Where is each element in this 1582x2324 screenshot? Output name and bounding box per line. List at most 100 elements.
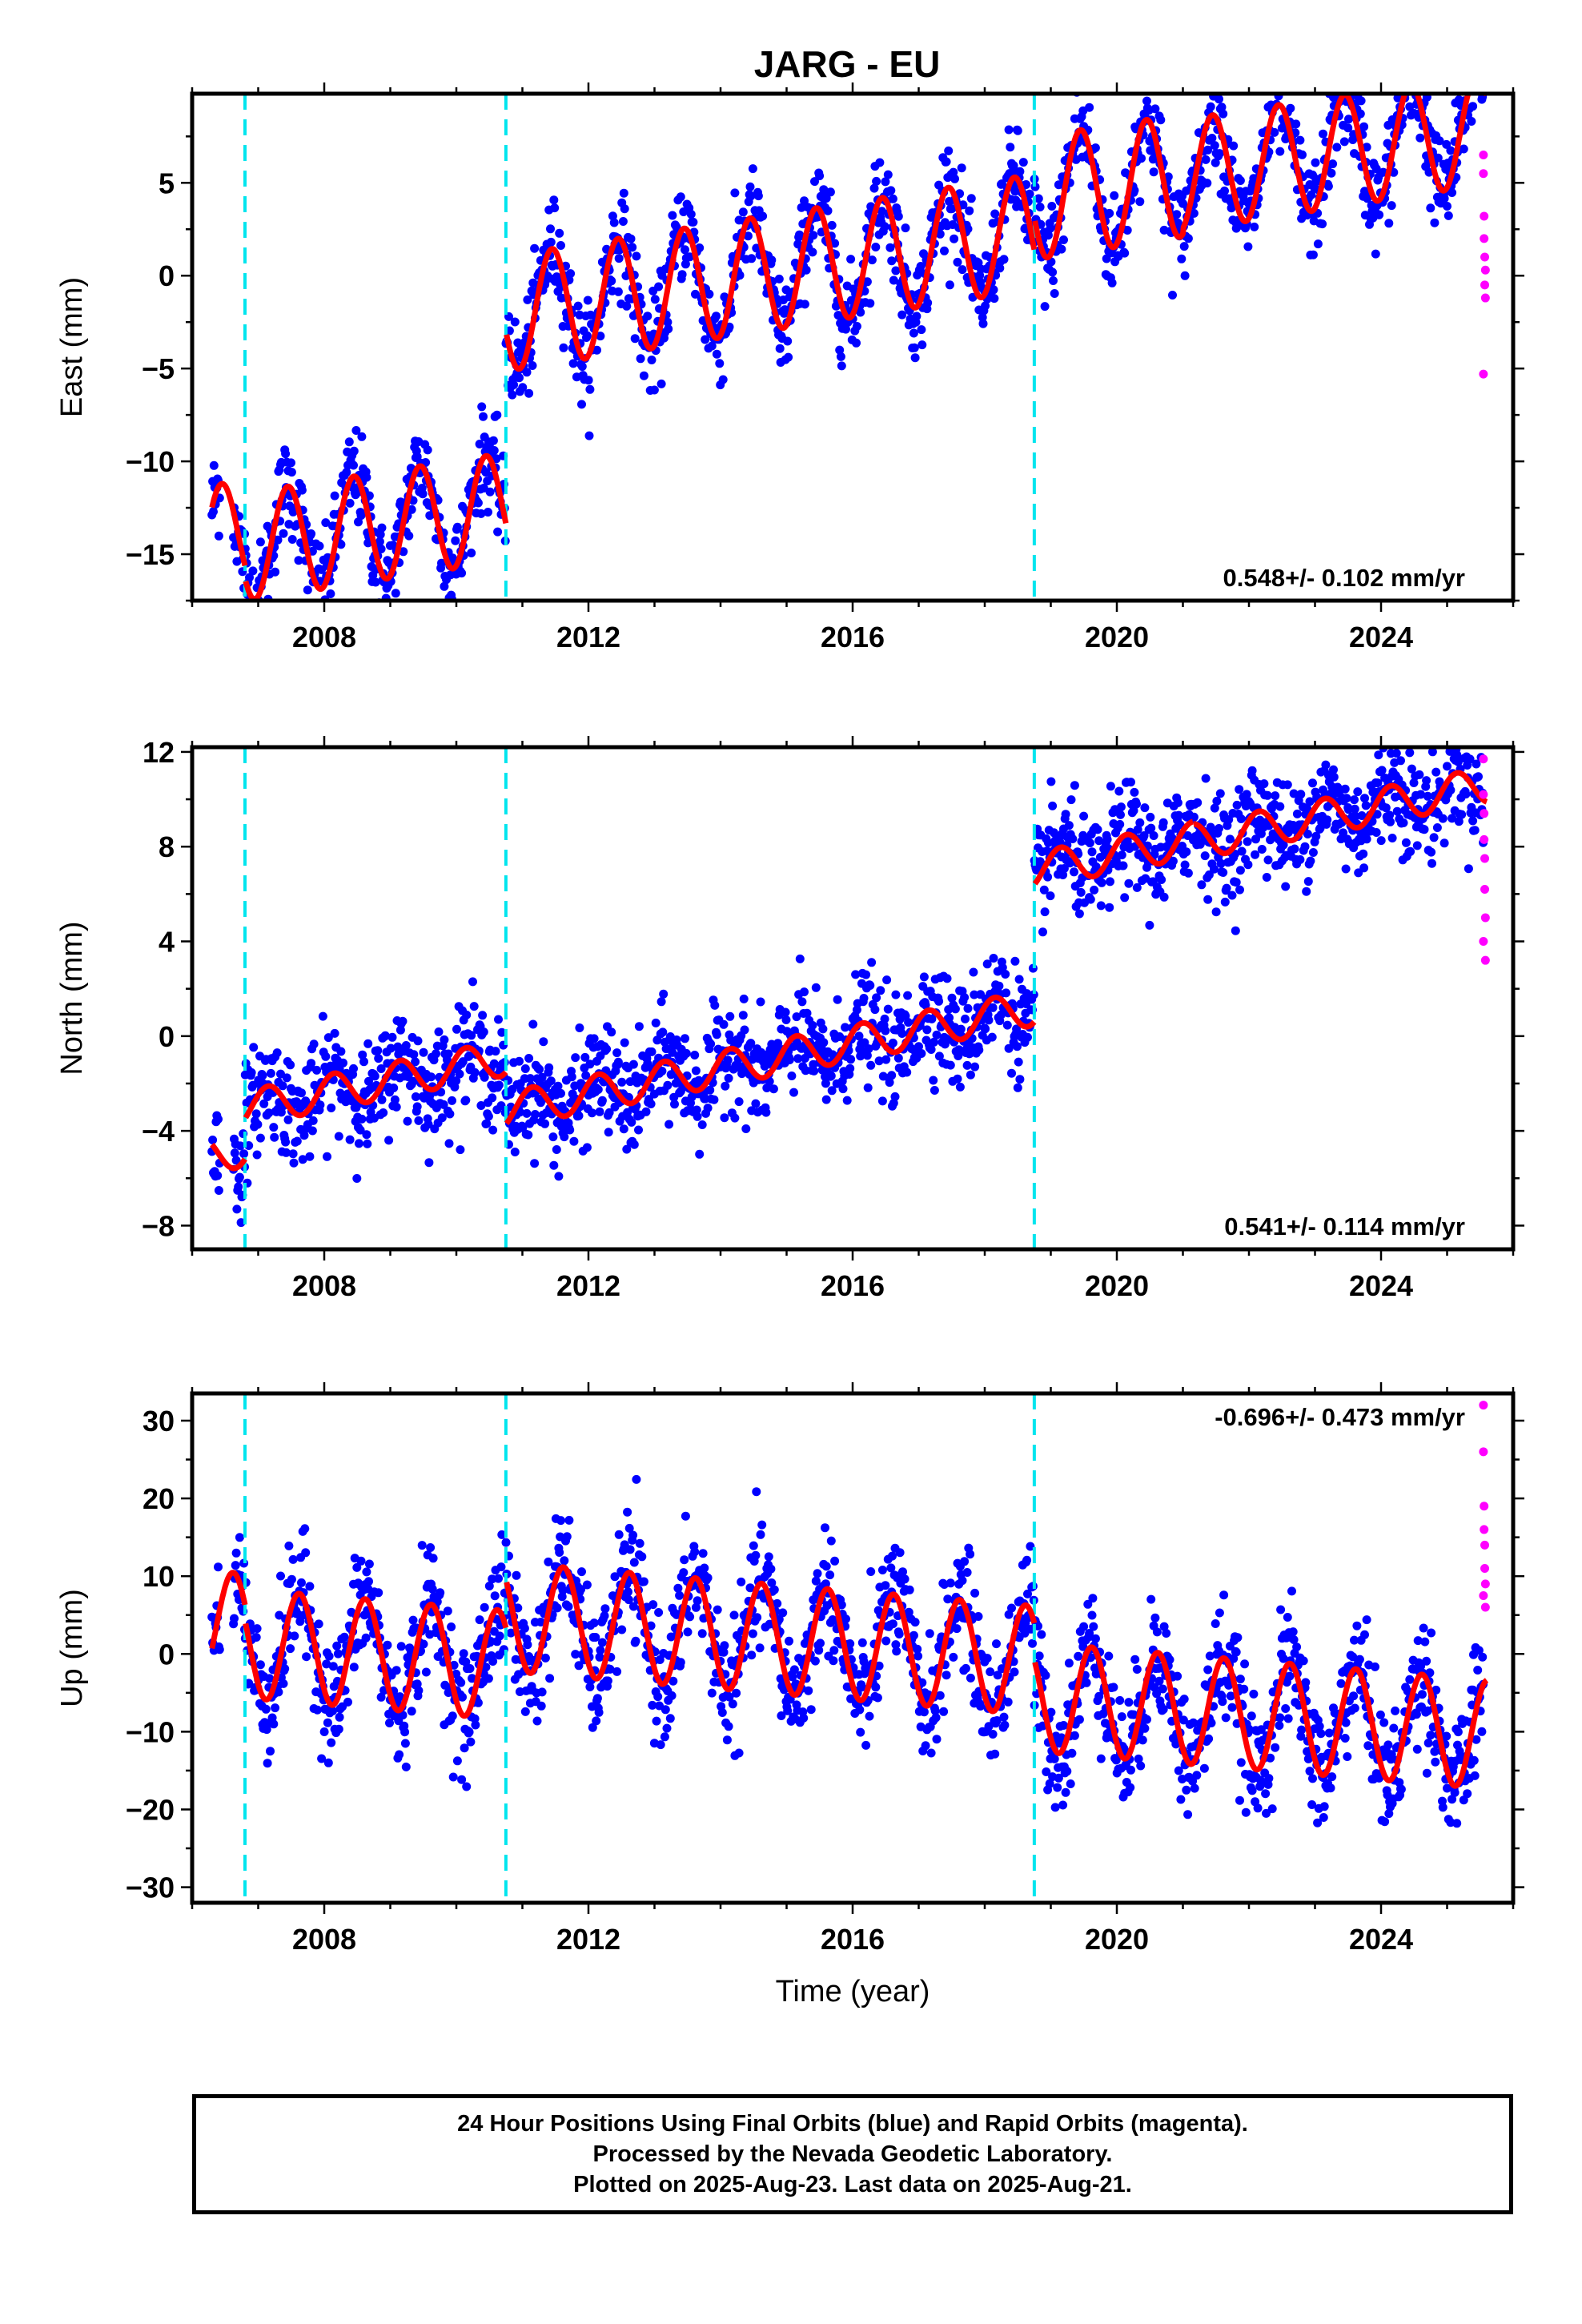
final-orbit-point — [249, 637, 258, 646]
final-orbit-point — [349, 460, 358, 470]
final-orbit-point — [1222, 883, 1231, 893]
final-orbit-point — [327, 1104, 336, 1112]
final-orbit-point — [629, 1140, 639, 1149]
final-orbit-point — [473, 498, 483, 508]
final-orbit-point — [1415, 133, 1425, 143]
final-orbit-point — [741, 1124, 751, 1133]
final-orbit-point — [414, 1116, 424, 1125]
final-orbit-point — [974, 1612, 983, 1621]
final-orbit-point — [1277, 58, 1286, 67]
final-orbit-point — [490, 1591, 500, 1601]
final-orbit-point — [981, 1024, 990, 1034]
final-orbit-point — [1210, 864, 1219, 874]
final-orbit-point — [1070, 867, 1078, 877]
final-orbit-point — [418, 489, 428, 499]
final-orbit-point — [1426, 203, 1435, 213]
final-orbit-point — [484, 508, 492, 517]
final-orbit-point — [988, 1730, 998, 1739]
final-orbit-point — [312, 1065, 322, 1075]
final-orbit-point — [910, 1618, 920, 1627]
final-orbit-point — [1311, 158, 1320, 167]
final-orbit-point — [539, 1037, 548, 1047]
x-tick-label: 2008 — [292, 621, 356, 653]
final-orbit-point — [676, 192, 685, 202]
y-axis-label-east: East (mm) — [55, 277, 89, 417]
final-orbit-point — [239, 1149, 249, 1159]
final-orbit-point — [910, 353, 920, 363]
final-orbit-point — [888, 1619, 897, 1629]
final-orbit-point — [390, 1095, 400, 1104]
final-orbit-point — [1040, 302, 1050, 312]
final-orbit-point — [695, 243, 705, 252]
final-orbit-point — [1462, 82, 1471, 91]
final-orbit-point — [407, 1707, 416, 1716]
final-orbit-point — [468, 977, 477, 987]
final-orbit-point — [881, 1581, 890, 1590]
final-orbit-point — [945, 280, 954, 290]
final-orbit-point — [649, 385, 659, 395]
final-orbit-point — [647, 356, 656, 364]
final-orbit-point — [290, 1631, 299, 1641]
final-orbit-point — [654, 282, 664, 292]
final-orbit-point — [1114, 786, 1124, 796]
final-orbit-point — [690, 1051, 700, 1059]
final-orbit-point — [663, 1080, 673, 1090]
final-orbit-point — [1168, 291, 1177, 300]
final-orbit-point — [266, 1747, 275, 1756]
final-orbit-point — [1197, 880, 1207, 890]
final-orbit-point — [589, 1034, 599, 1043]
final-orbit-point — [518, 383, 528, 392]
final-orbit-point — [577, 1567, 586, 1577]
final-orbit-point — [988, 1003, 998, 1012]
final-orbit-point — [1438, 814, 1447, 823]
final-orbit-point — [1403, 63, 1412, 72]
final-orbit-point — [209, 460, 219, 470]
final-orbit-point — [1446, 146, 1456, 155]
final-orbit-point — [882, 975, 892, 985]
final-orbit-point — [278, 1081, 287, 1091]
final-orbit-point — [307, 1059, 316, 1068]
final-orbit-point — [1251, 850, 1260, 859]
final-orbit-point — [978, 319, 988, 328]
final-orbit-point — [944, 146, 954, 155]
final-orbit-point — [1342, 82, 1351, 90]
final-orbit-point — [1001, 970, 1010, 979]
final-orbit-point — [809, 1066, 819, 1076]
final-orbit-point — [629, 1558, 639, 1567]
final-orbit-point — [536, 1701, 546, 1711]
final-orbit-point — [281, 1137, 291, 1147]
final-orbit-point — [685, 1612, 695, 1622]
final-orbit-point — [881, 1026, 890, 1035]
final-orbit-point — [617, 1625, 627, 1634]
final-orbit-point — [292, 1136, 302, 1146]
final-orbit-point — [478, 1011, 488, 1020]
final-orbit-point — [1391, 749, 1401, 758]
final-orbit-point — [456, 1145, 465, 1155]
final-orbit-point — [1281, 882, 1291, 891]
final-orbit-point — [1047, 202, 1057, 211]
final-orbit-point — [1142, 96, 1151, 106]
final-orbit-point — [361, 1633, 371, 1642]
final-orbit-point — [1318, 219, 1327, 229]
final-orbit-point — [321, 518, 331, 528]
final-orbit-point — [1115, 819, 1125, 829]
final-orbit-point — [748, 164, 757, 174]
final-orbit-point — [287, 468, 296, 477]
final-orbit-point — [1097, 878, 1106, 887]
final-orbit-point — [747, 1651, 757, 1660]
final-orbit-point — [509, 380, 519, 389]
final-orbit-point — [280, 1664, 290, 1674]
final-orbit-point — [1427, 847, 1436, 857]
final-orbit-point — [364, 1577, 373, 1586]
final-orbit-point — [323, 1758, 333, 1767]
final-orbit-point — [251, 640, 259, 649]
final-orbit-point — [1057, 244, 1066, 254]
final-orbit-point — [432, 1049, 440, 1059]
final-orbit-point — [1263, 790, 1272, 800]
final-orbit-point — [364, 491, 374, 501]
final-orbit-point — [636, 354, 645, 364]
final-orbit-point — [703, 1573, 713, 1582]
final-orbit-point — [661, 1705, 670, 1715]
final-orbit-point — [448, 1772, 458, 1782]
final-orbit-point — [1217, 103, 1227, 112]
